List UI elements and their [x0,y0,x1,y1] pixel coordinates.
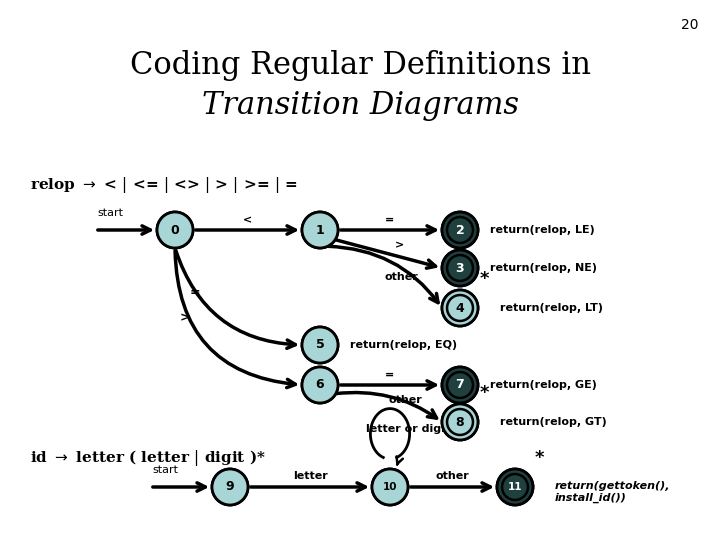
Text: other: other [436,471,469,481]
Circle shape [442,250,478,286]
Text: 1: 1 [315,224,325,237]
Circle shape [302,212,338,248]
Circle shape [442,404,478,440]
Text: return(relop, GT): return(relop, GT) [500,417,607,427]
Text: *: * [480,384,490,402]
Text: Transition Diagrams: Transition Diagrams [202,90,518,121]
Circle shape [497,469,533,505]
Text: other: other [388,395,422,405]
Text: 2: 2 [456,224,464,237]
Circle shape [302,327,338,363]
Text: 4: 4 [456,301,464,314]
Text: =: = [385,215,395,225]
Text: return(gettoken(),
install_id()): return(gettoken(), install_id()) [555,481,670,503]
Text: 7: 7 [456,379,464,392]
Circle shape [212,469,248,505]
Circle shape [302,327,338,363]
Text: 0: 0 [171,224,179,237]
Circle shape [157,212,193,248]
Text: return(relop, NE): return(relop, NE) [490,263,597,273]
Text: return(relop, LT): return(relop, LT) [500,303,603,313]
Text: =: = [189,286,200,299]
Text: 11: 11 [508,482,522,492]
Text: =: = [385,370,395,380]
Circle shape [442,404,478,440]
Text: return(relop, EQ): return(relop, EQ) [350,340,457,350]
Circle shape [302,367,338,403]
Text: letter or digit: letter or digit [366,424,450,434]
Text: start: start [97,208,123,218]
Circle shape [372,469,408,505]
Text: return(relop, LE): return(relop, LE) [490,225,595,235]
Circle shape [372,469,408,505]
Text: 10: 10 [383,482,397,492]
Text: other: other [384,272,418,282]
Circle shape [497,469,533,505]
Text: Coding Regular Definitions in: Coding Regular Definitions in [130,50,590,81]
Text: <: < [243,215,252,225]
Text: >: > [180,311,190,324]
Circle shape [442,367,478,403]
Text: *: * [535,449,544,467]
Text: 9: 9 [225,481,234,494]
Circle shape [442,212,478,248]
Circle shape [442,290,478,326]
Text: letter: letter [292,471,328,481]
Text: 5: 5 [315,339,325,352]
Text: 20: 20 [680,18,698,32]
Text: 6: 6 [315,379,324,392]
Text: relop $\rightarrow$ < $|$ <= $|$ <> $|$ > $|$ >= $|$ =: relop $\rightarrow$ < $|$ <= $|$ <> $|$ … [30,175,298,195]
Circle shape [442,250,478,286]
Text: 8: 8 [456,415,464,429]
Text: start: start [152,465,178,475]
Text: id $\rightarrow$ letter ( letter $|$ digit )*: id $\rightarrow$ letter ( letter $|$ dig… [30,448,266,468]
Circle shape [442,290,478,326]
Text: return(relop, GE): return(relop, GE) [490,380,597,390]
Circle shape [442,367,478,403]
Circle shape [157,212,193,248]
Text: 3: 3 [456,261,464,274]
Circle shape [302,212,338,248]
Text: >: > [395,240,404,251]
Circle shape [302,367,338,403]
Circle shape [212,469,248,505]
Text: *: * [480,270,490,288]
Circle shape [442,212,478,248]
